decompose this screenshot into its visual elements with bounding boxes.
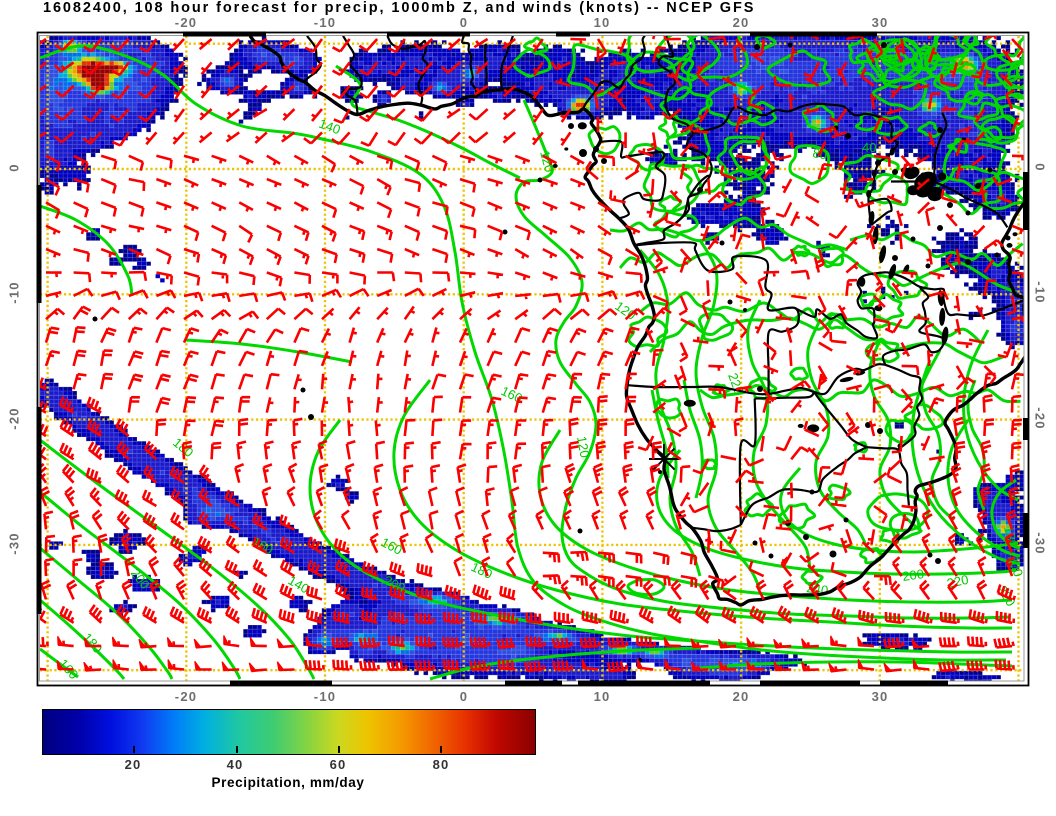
svg-text:180: 180 (80, 630, 106, 656)
svg-text:200: 200 (901, 566, 925, 584)
svg-text:120: 120 (574, 435, 593, 459)
svg-text:220: 220 (946, 572, 970, 591)
svg-text:40: 40 (862, 140, 876, 155)
svg-text:120: 120 (537, 149, 557, 174)
